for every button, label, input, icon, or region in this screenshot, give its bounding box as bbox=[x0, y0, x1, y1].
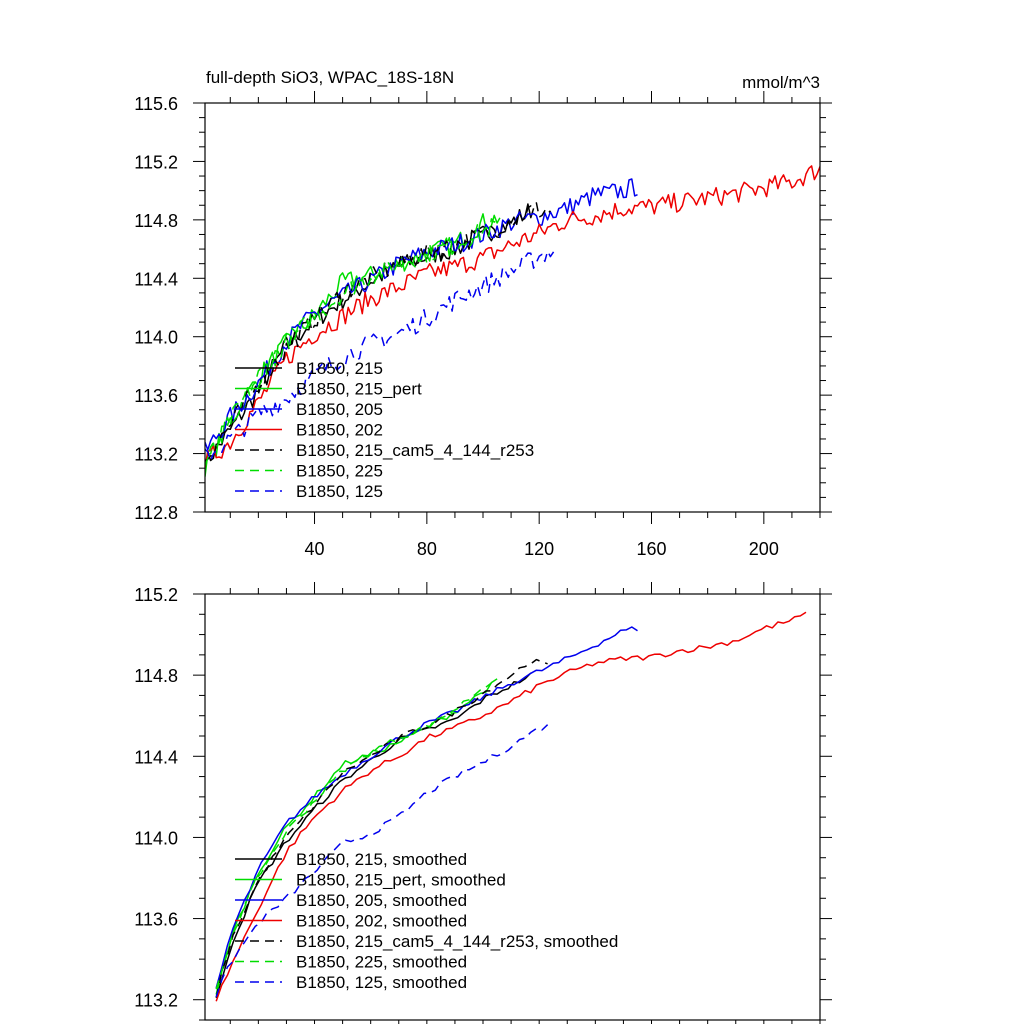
y-tick-label: 113.6 bbox=[134, 910, 178, 930]
y-tick-label: 114.8 bbox=[134, 211, 178, 231]
legend-label: B1850, 205 bbox=[296, 400, 383, 419]
legend-label: B1850, 202 bbox=[296, 421, 383, 440]
legend-label: B1850, 225 bbox=[296, 462, 383, 481]
legend-label: B1850, 215 bbox=[296, 359, 383, 378]
series-line-3 bbox=[215, 626, 638, 989]
legend-label: B1850, 225, smoothed bbox=[296, 953, 467, 972]
y-tick-label: 114.8 bbox=[134, 666, 178, 686]
y-tick-label: 113.2 bbox=[134, 991, 178, 1011]
y-tick-label: 114.4 bbox=[134, 747, 178, 767]
x-tick-label: 40 bbox=[305, 539, 325, 559]
y-tick-label: 115.6 bbox=[134, 94, 178, 114]
legend-label: B1850, 125 bbox=[296, 482, 383, 501]
y-tick-label: 114.0 bbox=[134, 828, 178, 848]
series-line-4 bbox=[205, 165, 820, 468]
series-line-7 bbox=[215, 724, 549, 998]
series-line-6 bbox=[215, 682, 492, 990]
y-tick-label: 114.4 bbox=[134, 269, 178, 289]
series-line-4 bbox=[215, 611, 807, 1002]
legend-label: B1850, 202, smoothed bbox=[296, 912, 467, 931]
legend-label: B1850, 215_pert, smoothed bbox=[296, 871, 506, 890]
chart-panel-1: 40 80 120 160 200 112.8 113.2 113.6 114.0 114.4 11… bbox=[134, 68, 832, 559]
x-tick-label: 200 bbox=[749, 539, 779, 559]
legend-label: B1850, 215, smoothed bbox=[296, 850, 467, 869]
legend-label: B1850, 125, smoothed bbox=[296, 973, 467, 992]
y-tick-label: 114.0 bbox=[134, 328, 178, 348]
legend: B1850, 215, smoothed B1850, 215_pert, smo… bbox=[235, 850, 618, 992]
series-line-5 bbox=[205, 202, 551, 462]
y-tick-label: 115.2 bbox=[134, 152, 178, 172]
chart-title: full-depth SiO3, WPAC_18S-18N bbox=[206, 68, 454, 87]
y-tick-label: 112.8 bbox=[134, 503, 178, 523]
x-tick-label: 80 bbox=[417, 539, 437, 559]
x-tick-label: 120 bbox=[524, 539, 554, 559]
legend-label: B1850, 215_cam5_4_144_r253 bbox=[296, 441, 534, 460]
x-tick-label: 160 bbox=[636, 539, 666, 559]
chart-panel-2: 113.2 113.6 114.0 114.4 114.8 115.2 B1850, 215… bbox=[134, 582, 832, 1024]
y-tick-label: 115.2 bbox=[134, 585, 178, 605]
legend-label: B1850, 215_pert bbox=[296, 380, 422, 399]
legend-label: B1850, 205, smoothed bbox=[296, 891, 467, 910]
y-tick-label: 113.2 bbox=[134, 445, 178, 465]
plot-frame bbox=[204, 593, 821, 1021]
chart-units: mmol/m^3 bbox=[742, 73, 820, 92]
series-line-6 bbox=[205, 218, 498, 466]
series-line-2 bbox=[205, 213, 501, 477]
legend-label: B1850, 215_cam5_4_144_r253, smoothed bbox=[296, 932, 618, 951]
series-group bbox=[205, 165, 820, 477]
y-tick-label: 113.6 bbox=[134, 386, 178, 406]
